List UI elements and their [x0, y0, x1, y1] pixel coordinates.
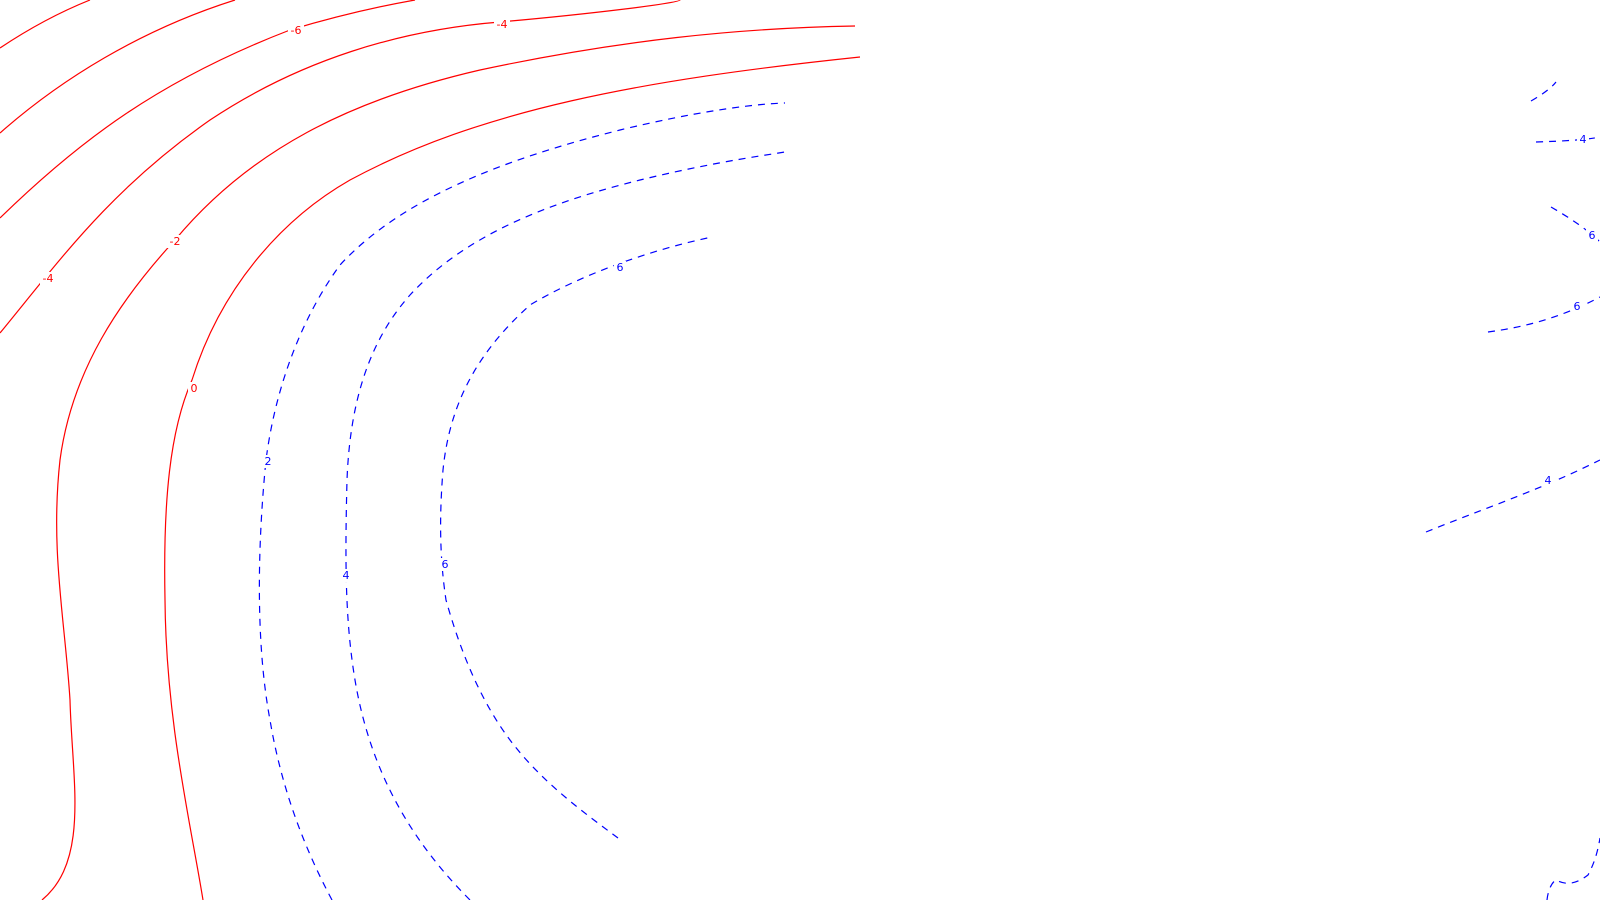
- label-neg-2: -2: [167, 235, 183, 248]
- label-right-6-a: 6: [1586, 229, 1598, 242]
- svg-text:6: 6: [442, 558, 449, 571]
- svg-text:-2: -2: [170, 235, 181, 248]
- contour-line-right-4-bottom: [1425, 459, 1600, 533]
- label-pos-6-upper: 6: [614, 261, 626, 274]
- label-right-4-top: 4: [1577, 133, 1589, 146]
- contour-line-neg-4-outer: [0, 0, 236, 134]
- contour-line-pos-4: [345, 151, 786, 901]
- svg-text:4: 4: [1580, 133, 1587, 146]
- label-right-6-b: 6: [1571, 300, 1583, 313]
- label-pos-2: 2: [262, 455, 274, 468]
- contour-line-neg-4: [0, 0, 681, 334]
- contour-line-pos-6: [440, 236, 713, 839]
- label-pos-6-lower: 6: [439, 558, 451, 571]
- contour-line-right-4-top: [1535, 136, 1600, 143]
- svg-text:4: 4: [343, 569, 350, 582]
- label-neg-6-top: -6: [288, 24, 304, 37]
- svg-text:-4: -4: [497, 18, 508, 31]
- svg-text:-4: -4: [43, 272, 54, 285]
- svg-text:0: 0: [191, 382, 198, 395]
- svg-text:6: 6: [1589, 229, 1596, 242]
- label-neg-4-top: -4: [494, 18, 510, 31]
- svg-text:6: 6: [617, 261, 624, 274]
- contour-line-pos-2: [258, 102, 786, 901]
- contour-line-neg-6-outer: [0, 0, 91, 49]
- contour-line-right-6-b: [1487, 296, 1600, 333]
- label-neg-4-left: -4: [40, 272, 56, 285]
- label-right-4-bottom: 4: [1542, 474, 1554, 487]
- svg-text:2: 2: [265, 455, 272, 468]
- contour-line-neg-6: [0, 0, 416, 219]
- svg-text:4: 4: [1545, 474, 1552, 487]
- contour-line-right-corner: [1546, 837, 1600, 901]
- contour-line-neg-2: [41, 25, 856, 901]
- contour-line-right-small: [1530, 81, 1557, 102]
- svg-text:6: 6: [1574, 300, 1581, 313]
- label-zero: 0: [188, 382, 200, 395]
- label-pos-4: 4: [340, 569, 352, 582]
- contour-line-zero: [164, 56, 861, 901]
- svg-text:-6: -6: [291, 24, 302, 37]
